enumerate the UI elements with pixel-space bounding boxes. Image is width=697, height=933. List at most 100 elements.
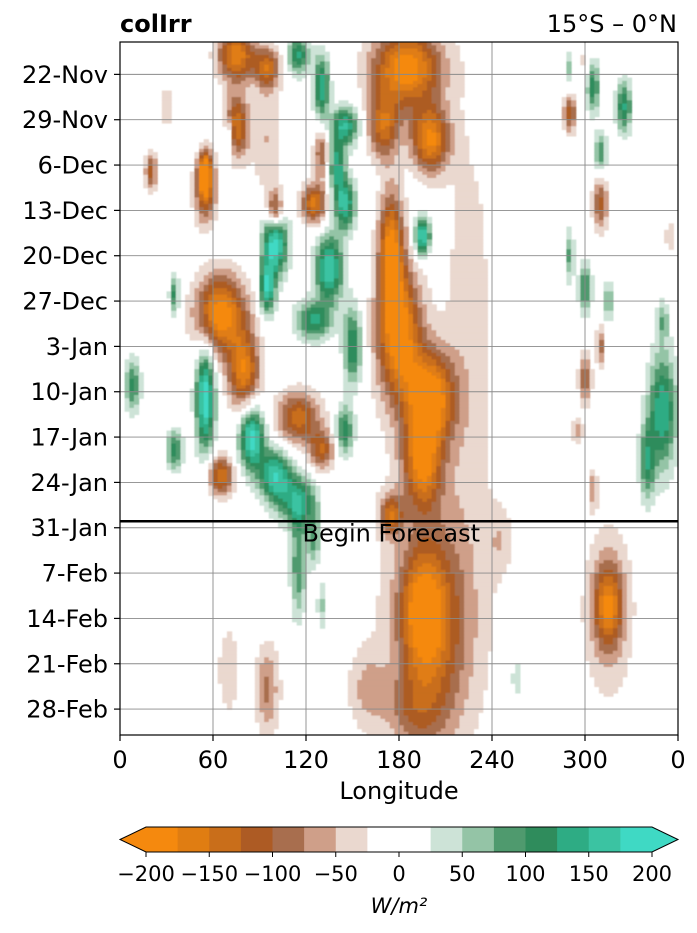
contour-cell [399, 116, 414, 121]
contour-cell [468, 375, 488, 380]
contour-cell [315, 135, 326, 140]
contour-cell [431, 469, 437, 474]
contour-cell [282, 407, 288, 412]
contour-cell [310, 547, 316, 552]
contour-cell [566, 255, 572, 260]
contour-cell [426, 229, 433, 234]
contour-cell [431, 71, 437, 75]
contour-cell [310, 281, 316, 286]
contour-cell [403, 462, 409, 467]
contour-cell [245, 113, 251, 118]
contour-cell [231, 129, 237, 134]
contour-cell [650, 356, 656, 360]
contour-cell [194, 165, 200, 169]
contour-cell [375, 336, 381, 341]
contour-cell [306, 42, 312, 46]
contour-cell [347, 424, 354, 428]
contour-cell [659, 362, 665, 367]
contour-cell [412, 466, 433, 471]
contour-cell [412, 119, 419, 124]
contour-cell [640, 433, 647, 438]
contour-cell [347, 145, 358, 150]
contour-cell [371, 155, 377, 160]
contour-cell [338, 443, 344, 448]
contour-cell [389, 126, 395, 131]
contour-cell [310, 158, 316, 163]
contour-cell [250, 110, 279, 114]
contour-cell [329, 119, 335, 124]
contour-cell [445, 488, 456, 493]
contour-cell [338, 420, 344, 425]
contour-cell [264, 58, 270, 63]
contour-cell [292, 420, 307, 425]
contour-cell [203, 304, 209, 309]
contour-cell [375, 252, 381, 257]
contour-cell [329, 181, 335, 186]
contour-cell [310, 213, 316, 218]
contour-cell [301, 207, 307, 211]
contour-cell [296, 301, 307, 305]
contour-cell [408, 310, 414, 315]
contour-cell [436, 145, 442, 150]
contour-cell [436, 113, 442, 118]
contour-cell [440, 450, 447, 454]
contour-cell [301, 501, 307, 506]
contour-cell [287, 527, 293, 532]
contour-cell [306, 190, 312, 195]
contour-cell [412, 326, 419, 331]
contour-cell [450, 100, 461, 105]
contour-cell [347, 210, 354, 215]
contour-cell [673, 414, 678, 419]
contour-cell [371, 394, 381, 399]
contour-cell [143, 168, 149, 173]
contour-cell [250, 391, 256, 396]
contour-cell [250, 330, 256, 335]
contour-cell [236, 103, 242, 108]
contour-cell [566, 265, 572, 270]
contour-cell [380, 556, 395, 561]
contour-cell [129, 394, 135, 399]
contour-cell [417, 317, 423, 322]
contour-cell [231, 388, 237, 393]
contour-cell [408, 246, 414, 250]
contour-cell [278, 200, 284, 205]
contour-cell [589, 110, 600, 114]
contour-cell [394, 213, 400, 218]
contour-cell [217, 485, 223, 490]
contour-cell [450, 64, 465, 69]
contour-cell [268, 307, 275, 312]
contour-cell [231, 161, 251, 166]
contour-cell [366, 113, 372, 118]
contour-cell [654, 356, 670, 360]
contour-cell [268, 255, 275, 260]
contour-cell [450, 58, 461, 63]
contour-cell [664, 236, 674, 241]
contour-cell [668, 427, 674, 432]
contour-cell [329, 174, 335, 179]
contour-cell [287, 414, 293, 419]
contour-cell [343, 356, 349, 360]
contour-cell [375, 265, 381, 270]
contour-cell [385, 307, 409, 312]
contour-cell [650, 462, 656, 467]
contour-cell [292, 307, 302, 312]
contour-cell [659, 320, 665, 325]
contour-cell [659, 343, 665, 347]
contour-cell [319, 420, 326, 425]
contour-cell [594, 495, 600, 500]
contour-cell [245, 77, 256, 82]
contour-cell [306, 518, 316, 522]
contour-cell [175, 294, 182, 299]
contour-cell [375, 220, 381, 224]
contour-cell [612, 90, 619, 95]
contour-cell [240, 129, 247, 134]
contour-cell [385, 258, 400, 263]
contour-cell [403, 556, 409, 561]
contour-cell [254, 343, 261, 347]
contour-cell [459, 349, 488, 354]
contour-cell [422, 349, 433, 354]
contour-cell [375, 323, 381, 328]
contour-cell [371, 139, 377, 143]
contour-cell [426, 84, 437, 88]
contour-cell [440, 430, 447, 435]
